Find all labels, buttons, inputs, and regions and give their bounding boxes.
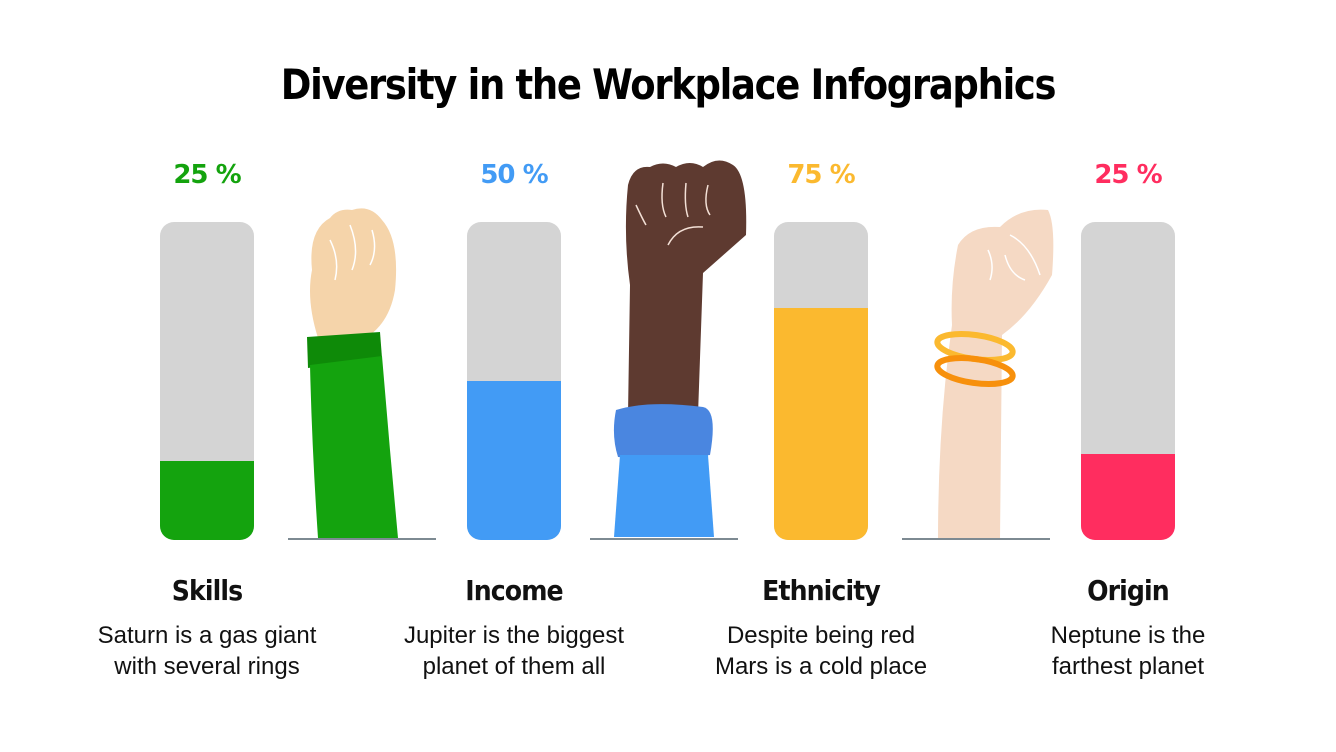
ground-line: [590, 538, 738, 540]
origin-desc-line2: farthest planet: [1051, 653, 1205, 680]
raised-fist-blue-sleeve-icon: [613, 160, 747, 537]
skills-label: Skills: [171, 574, 243, 607]
skills-bar: [160, 222, 254, 540]
income-percent: 50 %: [480, 160, 548, 190]
origin-label: Origin: [1087, 574, 1170, 607]
ethnicity-bar-fill: [774, 307, 868, 540]
origin-desc-line1: Neptune is the: [1050, 622, 1206, 649]
income-label: Income: [465, 574, 563, 607]
skills-desc-line1: Saturn is a gas giant: [97, 622, 317, 649]
origin-bar-fill: [1081, 454, 1175, 540]
ethnicity-desc-line1: Despite being red: [726, 622, 916, 649]
page-title: Diversity in the Workplace Infographics: [280, 60, 1057, 109]
skills-bar-fill: [160, 460, 254, 540]
ethnicity-description: Despite being red Mars is a cold place: [671, 620, 971, 682]
ethnicity-desc-line2: Mars is a cold place: [714, 653, 928, 680]
ground-line: [902, 538, 1050, 540]
ethnicity-bar: [774, 222, 868, 540]
origin-percent: 25 %: [1094, 160, 1162, 190]
income-bar-fill: [467, 381, 561, 540]
ethnicity-percent: 75 %: [787, 160, 855, 190]
income-description: Jupiter is the biggest planet of them al…: [364, 620, 664, 682]
skills-percent: 25 %: [173, 160, 241, 190]
raised-fist-bangles-icon: [934, 209, 1054, 540]
skills-desc-line2: with several rings: [114, 653, 300, 680]
ethnicity-label: Ethnicity: [762, 574, 881, 607]
income-bar: [467, 222, 561, 540]
skills-description: Saturn is a gas giant with several rings: [57, 620, 357, 682]
raised-fist-green-sleeve-icon: [307, 208, 398, 538]
income-desc-line2: planet of them all: [422, 653, 606, 680]
origin-bar: [1081, 222, 1175, 540]
ground-line: [288, 538, 436, 540]
income-desc-line1: Jupiter is the biggest: [403, 622, 625, 649]
origin-description: Neptune is the farthest planet: [978, 620, 1278, 682]
